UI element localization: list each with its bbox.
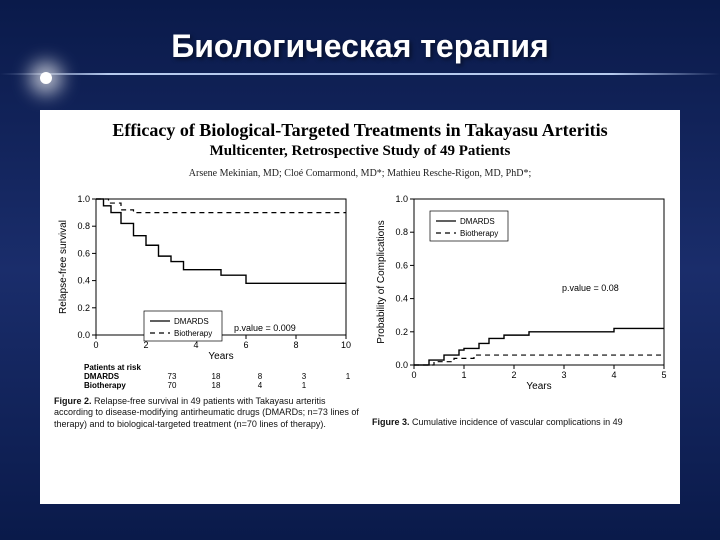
- svg-text:0.6: 0.6: [77, 248, 90, 258]
- svg-text:0.8: 0.8: [395, 227, 408, 237]
- svg-text:0.2: 0.2: [77, 303, 90, 313]
- svg-text:8: 8: [293, 340, 298, 350]
- figure-3: 0.0 0.2 0.4 0.6 0.8 1.0 0 1 2 3 4 5 Years Probability…: [372, 191, 672, 430]
- figure-2-risk-table: Patients at risk DMARDS7318831Biotherapy…: [54, 363, 360, 390]
- figure-3-caption-text: Cumulative incidence of vascular complic…: [412, 417, 623, 427]
- svg-text:4: 4: [193, 340, 198, 350]
- title-glow: [40, 72, 52, 84]
- svg-text:Years: Years: [526, 381, 551, 391]
- svg-text:1: 1: [461, 370, 466, 380]
- risk-table-header: Patients at risk: [84, 363, 360, 372]
- svg-text:1.0: 1.0: [77, 194, 90, 204]
- svg-text:Probability of Complications: Probability of Complications: [376, 220, 387, 343]
- paper-authors: Arsene Mekinian, MD; Cloé Comarmond, MD*…: [54, 168, 666, 179]
- charts-row: 0.00.20.40.60.81.00246810YearsRelapse-fr…: [54, 191, 666, 430]
- svg-text:DMARDS: DMARDS: [460, 217, 495, 226]
- svg-text:p.value = 0.08: p.value = 0.08: [562, 283, 619, 293]
- figure-3-caption: Figure 3. Cumulative incidence of vascul…: [372, 417, 672, 428]
- paper-panel: Efficacy of Biological-Targeted Treatmen…: [40, 110, 680, 504]
- figure-2-chart: 0.0 0.2 0.4 0.6 0.8 1.0 0 2 4 6 8 10 Years Relapse-fr…: [54, 191, 360, 361]
- figure-2: 0.0 0.2 0.4 0.6 0.8 1.0 0 2 4 6 8 10 Years Relapse-fr…: [54, 191, 360, 430]
- svg-text:0.6: 0.6: [395, 260, 408, 270]
- figure-2-caption-text: Relapse-free survival in 49 patients wit…: [54, 396, 359, 429]
- svg-text:3: 3: [561, 370, 566, 380]
- svg-text:0: 0: [93, 340, 98, 350]
- svg-text:Relapse-free survival: Relapse-free survival: [58, 220, 69, 314]
- figure-3-caption-label: Figure 3.: [372, 417, 410, 427]
- paper-title: Efficacy of Biological-Targeted Treatmen…: [54, 120, 666, 141]
- paper-subtitle: Multicenter, Retrospective Study of 49 P…: [54, 143, 666, 160]
- svg-text:0.0: 0.0: [395, 360, 408, 370]
- svg-text:0.4: 0.4: [395, 294, 408, 304]
- svg-text:2: 2: [511, 370, 516, 380]
- figure-3-svg: 0.0 0.2 0.4 0.6 0.8 1.0 0 1 2 3 4 5 Years Probability…: [372, 191, 672, 391]
- svg-text:6: 6: [243, 340, 248, 350]
- figure-2-caption-label: Figure 2.: [54, 396, 92, 406]
- svg-text:2: 2: [143, 340, 148, 350]
- slide-title-bar: Биологическая терапия: [0, 0, 720, 75]
- svg-text:0.4: 0.4: [77, 276, 90, 286]
- svg-text:0: 0: [411, 370, 416, 380]
- slide-title: Биологическая терапия: [0, 28, 720, 65]
- risk-table-row: DMARDS7318831: [84, 372, 360, 381]
- svg-text:Years: Years: [208, 351, 233, 361]
- figure-3-chart: 0.0 0.2 0.4 0.6 0.8 1.0 0 1 2 3 4 5 Years Probability…: [372, 191, 672, 391]
- svg-text:10: 10: [341, 340, 351, 350]
- svg-text:0.0: 0.0: [77, 330, 90, 340]
- svg-text:5: 5: [661, 370, 666, 380]
- figure-2-caption: Figure 2. Relapse-free survival in 49 pa…: [54, 396, 360, 430]
- figure-2-svg: 0.0 0.2 0.4 0.6 0.8 1.0 0 2 4 6 8 10 Years Relapse-fr…: [54, 191, 354, 361]
- svg-text:0.2: 0.2: [395, 327, 408, 337]
- svg-text:DMARDS: DMARDS: [174, 317, 209, 326]
- svg-text:Biotherapy: Biotherapy: [174, 329, 212, 338]
- risk-table-row: Biotherapy701841: [84, 381, 360, 390]
- svg-text:p.value = 0.009: p.value = 0.009: [234, 323, 296, 333]
- title-underline: [0, 73, 720, 75]
- svg-text:Biotherapy: Biotherapy: [460, 229, 498, 238]
- svg-text:0.8: 0.8: [77, 221, 90, 231]
- svg-text:4: 4: [611, 370, 616, 380]
- svg-text:1.0: 1.0: [395, 194, 408, 204]
